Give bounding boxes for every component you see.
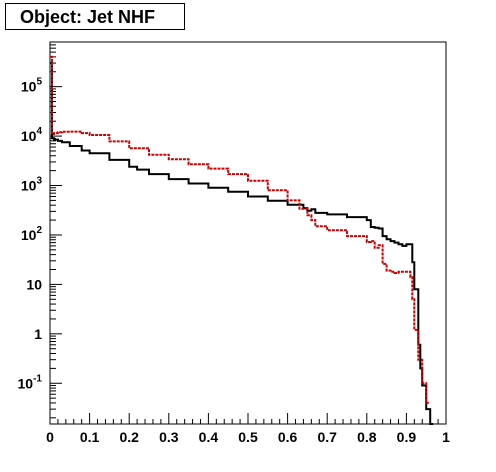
x-tick-label: 0.2 <box>119 429 139 445</box>
y-tick-label: 1 <box>34 326 42 342</box>
x-tick-label: 0 <box>46 429 54 445</box>
x-tick-label: 0.3 <box>159 429 179 445</box>
x-tick-label: 1 <box>442 429 450 445</box>
x-tick-label: 0.1 <box>80 429 100 445</box>
y-tick-label: 10 <box>26 276 42 292</box>
series-line-1 <box>50 62 434 425</box>
x-tick-label: 0.4 <box>199 429 219 445</box>
y-tick-label: 102 <box>21 225 43 243</box>
chart-title: Object: Jet NHF <box>20 7 156 27</box>
x-axis: 0 0.1 0.2 0.3 0.4 0.5 0.6 0.7 0.8 0.9 1 <box>46 413 450 445</box>
chart-title-box: Object: Jet NHF <box>5 3 185 30</box>
x-tick-label: 0.5 <box>238 429 258 445</box>
y-tick-label: 103 <box>21 176 43 194</box>
x-tick-label: 0.7 <box>317 429 337 445</box>
y-tick-label: 105 <box>21 77 43 95</box>
series-layer <box>50 55 434 425</box>
y-tick-label: 104 <box>21 126 43 144</box>
x-tick-label: 0.6 <box>278 429 298 445</box>
series-line-2 <box>50 55 430 404</box>
x-tick-label: 0.9 <box>397 429 417 445</box>
plot-frame <box>49 41 447 425</box>
y-tick-label: 10-1 <box>18 373 43 391</box>
x-tick-label: 0.8 <box>357 429 377 445</box>
